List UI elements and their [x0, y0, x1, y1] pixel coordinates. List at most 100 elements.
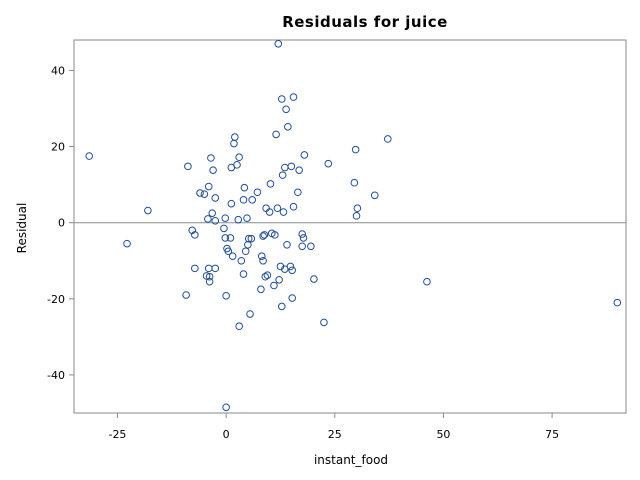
data-point — [275, 275, 283, 284]
data-point — [613, 298, 622, 307]
data-point — [240, 183, 249, 192]
data-point — [224, 247, 233, 256]
data-point — [248, 196, 257, 204]
data-point — [188, 226, 197, 235]
data-point — [265, 208, 274, 216]
data-point — [320, 318, 328, 327]
data-point — [324, 159, 333, 168]
x-axis: -25 0 25 50 75 — [108, 413, 559, 441]
data-point — [234, 215, 243, 224]
data-point — [286, 262, 295, 271]
data-point — [353, 204, 362, 213]
data-point — [191, 264, 199, 273]
data-point — [221, 234, 230, 242]
data-point — [310, 275, 318, 283]
y-tick-label: -20 — [47, 293, 65, 306]
y-tick-label: -40 — [47, 369, 65, 382]
data-point — [277, 95, 286, 103]
data-point — [184, 162, 192, 171]
data-point — [261, 272, 270, 281]
data-point — [384, 135, 392, 143]
data-point — [241, 247, 250, 256]
data-point — [266, 180, 275, 188]
data-point — [259, 256, 267, 265]
data-point — [239, 196, 248, 204]
scatter-points — [85, 40, 622, 412]
x-tick-label: 75 — [545, 428, 559, 441]
y-tick-label: 20 — [51, 141, 65, 154]
data-point — [222, 403, 230, 412]
y-tick-label: 40 — [51, 64, 65, 77]
data-point — [228, 252, 237, 260]
x-tick-label: 0 — [223, 428, 230, 441]
data-point — [207, 154, 215, 162]
data-point — [295, 166, 303, 174]
data-point — [352, 212, 361, 220]
x-axis-label: instant_food — [314, 453, 388, 467]
data-point — [288, 294, 296, 302]
data-point — [270, 281, 278, 290]
data-point — [237, 256, 246, 265]
data-point — [289, 93, 298, 101]
chart-title: Residuals for juice — [282, 13, 448, 31]
data-point — [226, 234, 235, 242]
data-point — [276, 262, 285, 271]
data-point — [288, 266, 296, 275]
data-point — [298, 230, 306, 238]
data-point — [85, 152, 94, 160]
data-point — [253, 188, 262, 197]
y-axis-label: Residual — [15, 203, 29, 254]
x-tick-label: 50 — [436, 428, 450, 441]
data-point — [244, 240, 252, 249]
data-point — [235, 322, 243, 331]
data-point — [204, 182, 213, 191]
data-point — [233, 161, 241, 169]
data-point — [191, 231, 199, 239]
data-point — [274, 40, 283, 48]
data-point — [284, 122, 292, 131]
data-point — [259, 232, 267, 240]
data-point — [243, 214, 251, 222]
data-point — [246, 310, 254, 318]
data-point — [263, 271, 272, 280]
data-point — [222, 291, 230, 300]
data-point — [282, 105, 290, 114]
data-point — [209, 166, 217, 174]
data-point — [211, 216, 220, 225]
data-point — [205, 277, 214, 286]
data-point — [423, 277, 431, 286]
data-point — [144, 206, 152, 215]
data-point — [123, 239, 131, 248]
data-point — [279, 208, 288, 216]
data-point — [211, 194, 220, 202]
data-point — [351, 145, 360, 154]
data-point — [220, 224, 228, 233]
data-point — [271, 231, 279, 239]
data-point — [287, 162, 296, 171]
y-tick-label: 0 — [58, 217, 65, 230]
data-point — [235, 153, 243, 162]
data-point — [204, 215, 212, 223]
data-point — [211, 264, 220, 273]
data-point — [205, 272, 214, 281]
data-point — [283, 240, 291, 249]
data-point — [244, 234, 253, 243]
data-point — [299, 234, 308, 242]
data-point — [196, 189, 204, 197]
data-point — [204, 264, 213, 273]
data-point — [272, 130, 280, 139]
data-point — [208, 209, 217, 217]
data-point — [277, 302, 286, 311]
plot-frame — [73, 39, 627, 414]
y-axis: -40 -20 0 20 40 — [47, 64, 74, 382]
data-point — [230, 139, 238, 148]
x-tick-label: -25 — [108, 428, 126, 441]
data-point — [294, 188, 302, 197]
data-point — [273, 204, 282, 213]
data-point — [281, 163, 289, 172]
data-point — [257, 285, 265, 294]
data-point — [300, 151, 309, 159]
data-point — [200, 190, 209, 198]
data-point — [370, 191, 379, 200]
